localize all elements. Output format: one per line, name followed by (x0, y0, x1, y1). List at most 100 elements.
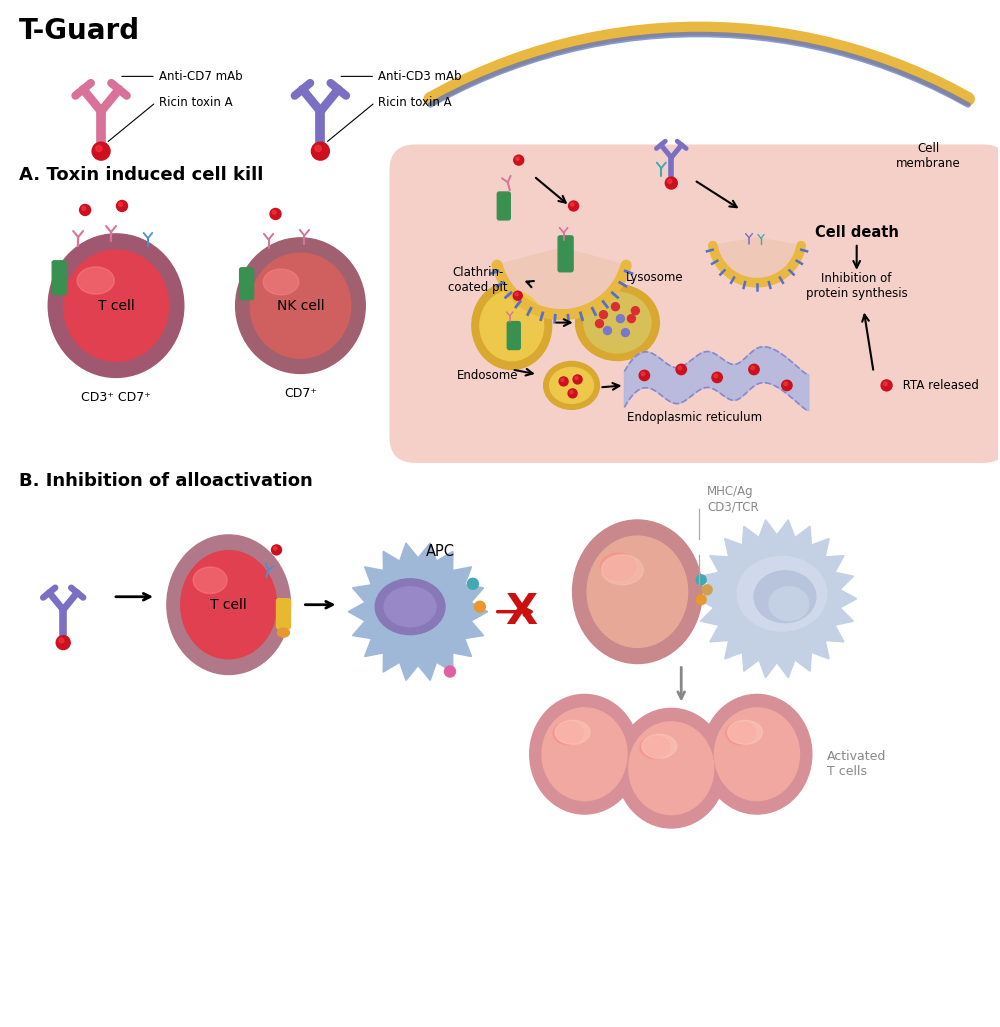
Text: B. Inhibition of alloactivation: B. Inhibition of alloactivation (19, 472, 313, 490)
Text: Cell
membrane: Cell membrane (896, 142, 961, 170)
Ellipse shape (576, 284, 659, 360)
Circle shape (311, 142, 329, 160)
Text: MHC/Ag
CD3/TCR: MHC/Ag CD3/TCR (707, 485, 759, 514)
FancyBboxPatch shape (558, 236, 573, 272)
Text: Endoplasmic reticulum: Endoplasmic reticulum (627, 411, 762, 424)
Text: T cell: T cell (210, 598, 247, 612)
Text: Activated
T cells: Activated T cells (827, 750, 886, 778)
Circle shape (676, 365, 686, 375)
Circle shape (570, 390, 573, 393)
Text: Anti-CD7 mAb: Anti-CD7 mAb (159, 70, 243, 83)
Ellipse shape (193, 567, 227, 594)
Circle shape (467, 578, 478, 589)
Circle shape (274, 546, 277, 550)
Ellipse shape (573, 520, 702, 663)
Circle shape (80, 204, 91, 216)
Circle shape (616, 314, 624, 322)
Circle shape (559, 377, 568, 386)
Ellipse shape (555, 720, 590, 745)
Circle shape (59, 638, 64, 643)
Ellipse shape (263, 269, 299, 295)
Text: T cell: T cell (98, 299, 134, 312)
Circle shape (599, 310, 607, 318)
Circle shape (665, 177, 677, 189)
Circle shape (270, 208, 281, 220)
Circle shape (315, 145, 321, 152)
Text: Clathrin-
coated pit: Clathrin- coated pit (448, 266, 508, 294)
FancyBboxPatch shape (507, 321, 520, 349)
Ellipse shape (642, 734, 677, 758)
Ellipse shape (181, 550, 277, 658)
Text: APC: APC (426, 544, 455, 560)
Circle shape (516, 157, 519, 160)
Circle shape (119, 202, 123, 206)
Wedge shape (502, 248, 621, 310)
Circle shape (696, 595, 706, 605)
Circle shape (272, 211, 276, 215)
Text: Endosome: Endosome (457, 369, 519, 382)
Ellipse shape (472, 281, 552, 370)
Circle shape (639, 371, 650, 381)
Ellipse shape (375, 579, 445, 635)
Circle shape (596, 319, 603, 328)
Circle shape (82, 206, 86, 211)
Ellipse shape (754, 571, 816, 622)
Ellipse shape (542, 708, 627, 801)
Text: Inhibition of
protein synthesis: Inhibition of protein synthesis (806, 272, 908, 300)
Ellipse shape (63, 250, 169, 362)
Ellipse shape (629, 722, 714, 814)
Text: NK cell: NK cell (277, 299, 324, 312)
Ellipse shape (725, 722, 756, 745)
Ellipse shape (530, 694, 639, 814)
Circle shape (92, 142, 110, 160)
Circle shape (784, 382, 787, 386)
Ellipse shape (544, 362, 599, 410)
Circle shape (603, 327, 611, 335)
Circle shape (573, 375, 582, 384)
FancyBboxPatch shape (497, 192, 510, 220)
Ellipse shape (553, 722, 583, 745)
Circle shape (782, 380, 792, 390)
Ellipse shape (550, 368, 594, 404)
Ellipse shape (236, 238, 365, 374)
Circle shape (696, 575, 706, 584)
Circle shape (571, 202, 574, 206)
Text: Cell death: Cell death (815, 225, 899, 240)
Ellipse shape (384, 586, 436, 626)
Ellipse shape (616, 709, 726, 828)
Circle shape (96, 145, 102, 152)
Ellipse shape (480, 291, 544, 360)
FancyBboxPatch shape (277, 599, 290, 629)
Polygon shape (624, 347, 809, 411)
Circle shape (568, 389, 577, 397)
Circle shape (514, 155, 524, 165)
Circle shape (627, 314, 635, 322)
Circle shape (714, 374, 718, 378)
FancyBboxPatch shape (52, 261, 66, 295)
Circle shape (641, 372, 645, 376)
Circle shape (569, 201, 579, 211)
Ellipse shape (167, 535, 290, 675)
FancyBboxPatch shape (390, 145, 1000, 462)
Circle shape (513, 292, 522, 300)
Circle shape (272, 545, 282, 555)
Text: CD3⁺ CD7⁺: CD3⁺ CD7⁺ (81, 391, 151, 404)
Circle shape (611, 303, 619, 310)
Wedge shape (718, 238, 796, 277)
Ellipse shape (702, 694, 812, 814)
Text: Ricin toxin A: Ricin toxin A (378, 96, 452, 109)
Circle shape (883, 382, 887, 386)
Circle shape (515, 293, 518, 296)
Circle shape (117, 200, 127, 212)
Text: X: X (506, 591, 538, 633)
Circle shape (881, 380, 892, 391)
Ellipse shape (601, 555, 643, 584)
FancyBboxPatch shape (240, 268, 254, 300)
Text: Anti-CD3 mAb: Anti-CD3 mAb (378, 70, 462, 83)
Text: A. Toxin induced cell kill: A. Toxin induced cell kill (19, 166, 264, 184)
Text: Lysosome: Lysosome (626, 271, 683, 284)
Ellipse shape (600, 553, 636, 580)
Circle shape (474, 601, 485, 612)
Text: Ricin toxin A: Ricin toxin A (159, 96, 233, 109)
Ellipse shape (584, 293, 651, 353)
